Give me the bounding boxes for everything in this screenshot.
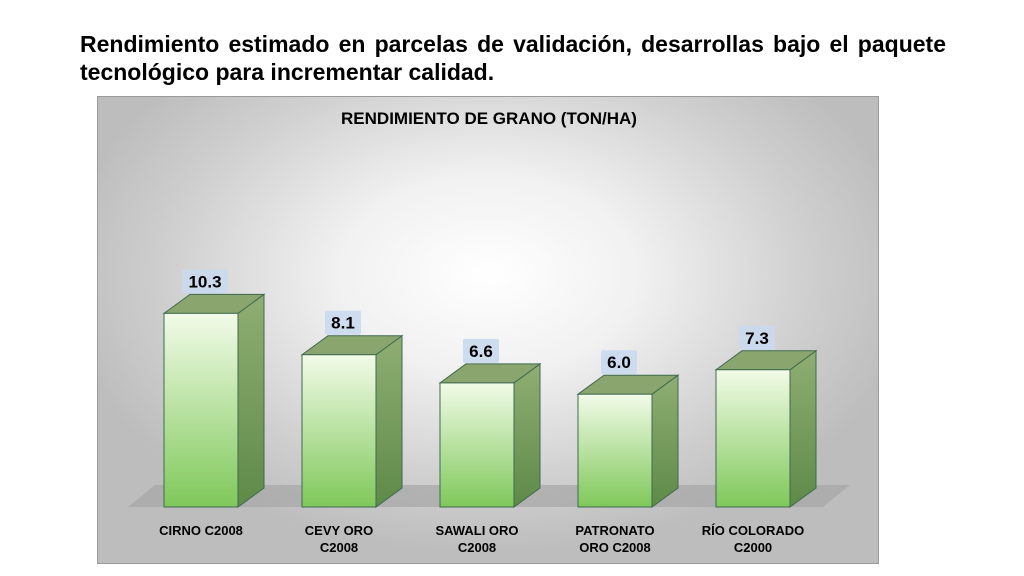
slide-heading: Rendimiento estimado en parcelas de vali…	[80, 31, 946, 85]
category-label-3: SAWALI ORO C2008	[435, 523, 518, 555]
category-label-4: PATRONATO ORO C2008	[575, 523, 654, 555]
category-label-1: CIRNO C2008	[159, 523, 243, 538]
data-label-text: 6.6	[469, 342, 493, 361]
bar-front	[715, 369, 791, 508]
bar-side	[789, 349, 817, 508]
data-label-text: 8.1	[331, 314, 355, 333]
chart-title: RENDIMIENTO DE GRANO (TON/HA)	[341, 109, 637, 128]
data-label-box	[601, 350, 637, 375]
data-label-5: 7.3	[739, 325, 775, 350]
bar-front	[163, 312, 239, 508]
bar-side	[237, 293, 265, 508]
bar-3	[438, 362, 542, 508]
chart-area: RENDIMIENTO DE GRANO (TON/HA) 10.3 8.1 6.6…	[97, 96, 879, 564]
bar-chart: RENDIMIENTO DE GRANO (TON/HA) 10.3 8.1 6.6…	[128, 109, 850, 555]
data-label-text: 6.0	[607, 353, 631, 372]
bar-front	[439, 382, 515, 508]
data-label-4: 6.0	[601, 350, 637, 375]
data-label-text: 7.3	[745, 329, 769, 348]
data-label-3: 6.6	[463, 338, 499, 363]
data-label-2: 8.1	[325, 310, 361, 335]
data-label-box	[739, 325, 775, 350]
bar-1	[162, 293, 266, 508]
data-label-1: 10.3	[182, 269, 228, 294]
bar-front	[301, 354, 377, 508]
data-label-text: 10.3	[188, 272, 221, 291]
data-label-box	[463, 338, 499, 363]
data-label-box	[182, 269, 228, 294]
bar-side	[651, 374, 679, 508]
bar-front	[577, 393, 653, 508]
data-label-box	[325, 310, 361, 335]
bar-2	[300, 334, 404, 508]
category-label-2: CEVY ORO C2008	[305, 523, 373, 555]
bar-4	[576, 374, 680, 508]
bar-side	[375, 334, 403, 508]
bar-side	[513, 362, 541, 508]
category-label-5: RÍO COLORADO C2000	[702, 523, 805, 555]
bar-5	[714, 349, 818, 508]
